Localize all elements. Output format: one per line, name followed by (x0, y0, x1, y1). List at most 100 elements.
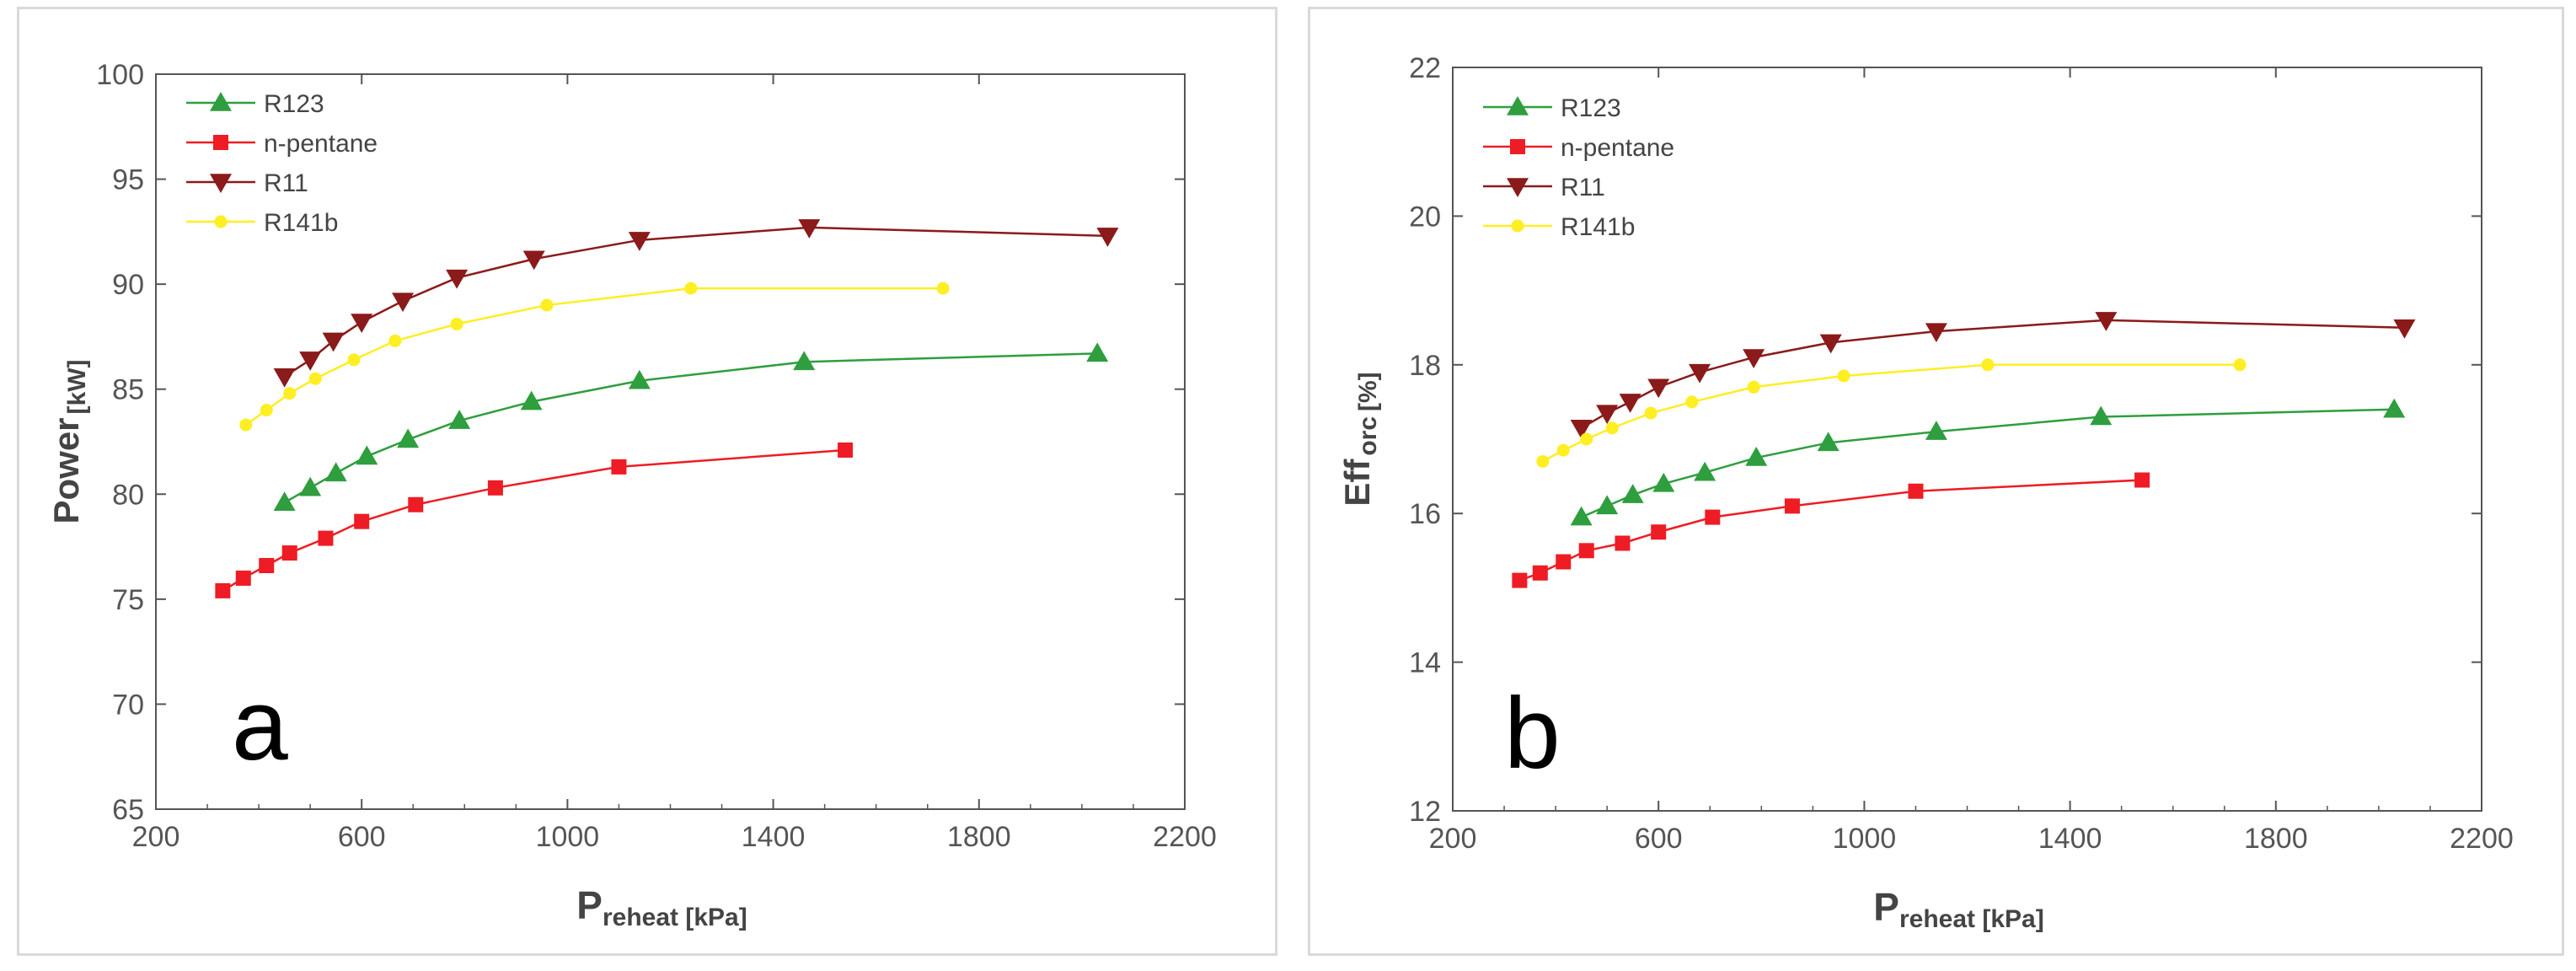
chart0-legend-marker (210, 174, 232, 193)
chart0-legend-label: n-pentane (264, 130, 378, 158)
chart0-series-line-R11 (283, 226, 1108, 378)
chart1-series-line-R123 (1581, 408, 2395, 518)
chart0-x-axis-title-main: P (576, 883, 602, 927)
chart0-data-point-R123 (299, 476, 322, 496)
chart0-x-tick-label: 1000 (536, 821, 600, 853)
chart1-data-point-R123 (1925, 421, 1947, 440)
chart0-y-axis-title-main: Power (46, 417, 86, 523)
chart0-data-point-R123 (273, 491, 296, 512)
chart0-data-point-R11 (628, 232, 651, 251)
chart0-legend-label: R141b (264, 209, 338, 237)
chart1-data-point-R141b (1536, 454, 1550, 468)
chart0-legend-marker (210, 92, 232, 111)
chart0-series-line-R141b (245, 287, 944, 426)
chart1-x-tick-label: 1400 (2038, 823, 2102, 855)
chart-b-svg: 200 600 1000 1400 1800 2200 12 14 16 18 20 22 R123 n-… (1337, 52, 2514, 933)
chart1-data-point-R123 (1596, 495, 1619, 515)
chart1-data-point-R141b (1685, 395, 1699, 409)
chart1-data-point-R11 (1647, 378, 1670, 399)
chart1-data-point-R141b (1747, 380, 1760, 394)
chart1-y-tick-label: 18 (1409, 350, 1441, 382)
chart0-x-tick-label: 200 (132, 821, 180, 853)
chart1-panel-letter: b (1504, 677, 1561, 790)
chart1-series-line-n-pentane (1518, 479, 2143, 582)
chart0-y-tick-label: 90 (112, 269, 144, 301)
chart1-data-point-R123 (1745, 447, 1768, 466)
chart0-series-line-n-pentane (222, 448, 846, 592)
chart-a-svg: 200 600 1000 1400 1800 2200 65 70 75 80 85 90 95 100 R… (46, 59, 1217, 931)
chart1-x-tick-label: 2200 (2450, 823, 2514, 855)
chart0-data-point-n-pentane (611, 459, 627, 475)
chart1-legend-label: R11 (1561, 174, 1605, 201)
chart0-x-tick-label: 1800 (947, 821, 1011, 853)
chart0-data-point-R11 (299, 351, 322, 371)
chart0-y-tick-label: 85 (112, 374, 144, 406)
chart1-data-point-R11 (1570, 420, 1593, 439)
chart1-y-tick-label: 20 (1409, 201, 1441, 233)
chart0-data-point-R11 (322, 332, 345, 352)
chart1-legend-label: n-pentane (1561, 134, 1674, 162)
chart1-data-point-n-pentane (1532, 565, 1548, 581)
chart0-data-point-R11 (392, 292, 415, 313)
chart0-data-point-R123 (356, 445, 378, 465)
chart1-data-point-R11 (2393, 319, 2416, 339)
chart0-data-point-R123 (397, 428, 420, 448)
chart1-y-axis-title-unit: [%] (1354, 372, 1382, 411)
chart1-legend-label: R141b (1561, 213, 1635, 241)
chart0-data-point-R141b (308, 372, 322, 385)
chart1-data-point-R123 (2383, 398, 2406, 418)
chart1-data-point-R141b (1605, 421, 1619, 435)
chart0-data-point-R123 (520, 390, 543, 410)
chart0-series-line-R123 (284, 352, 1098, 504)
chart1-y-axis-title-main: Eff (1337, 459, 1377, 507)
chart0-data-point-R141b (260, 404, 273, 417)
chart0-data-point-R11 (522, 250, 545, 271)
chart1-x-tick-label: 600 (1635, 823, 1683, 855)
chart1-data-point-R11 (1619, 394, 1641, 413)
chart1-series-line-R141b (1542, 363, 2241, 463)
chart0-y-tick-label: 80 (112, 479, 144, 511)
chart1-y-tick-label: 16 (1409, 498, 1441, 530)
chart1-data-point-R141b (1580, 432, 1593, 446)
chart1-legend-marker (1507, 178, 1529, 197)
chart0-x-axis-title-sub: reheat [kPa] (602, 904, 747, 931)
chart0-data-point-R11 (446, 269, 469, 289)
chart1-data-point-n-pentane (1705, 509, 1721, 525)
chart1-x-tick-label: 1800 (2244, 823, 2308, 855)
chart1-y-tick-label: 12 (1409, 796, 1441, 828)
chart1-y-axis-title-sub: orc (1354, 416, 1382, 456)
chart0-data-point-R141b (450, 317, 463, 330)
chart1-data-point-R11 (1689, 363, 1711, 384)
chart1-data-point-R123 (1570, 506, 1593, 526)
chart0-legend-marker (213, 135, 228, 150)
chart0-y-tick-label: 65 (112, 794, 144, 826)
chart1-y-tick-label: 14 (1409, 647, 1441, 679)
chart0-data-point-R11 (273, 368, 296, 388)
chart0-data-point-R123 (628, 369, 651, 389)
chart0-x-axis-title: Preheat [kPa] (576, 883, 747, 931)
chart0-panel-letter: a (232, 668, 288, 781)
chart1-legend-marker (1507, 96, 1529, 115)
chart0-data-point-R123 (793, 351, 816, 371)
chart0-data-point-n-pentane (235, 570, 251, 586)
chart1-legend-label: R123 (1561, 94, 1621, 122)
chart0-data-point-n-pentane (408, 496, 424, 512)
chart1-data-point-R141b (2233, 358, 2247, 372)
chart0-data-point-R11 (1096, 228, 1119, 247)
chart1-data-point-n-pentane (1908, 483, 1924, 499)
chart0-data-point-R141b (239, 418, 253, 432)
chart0-data-point-R123 (324, 462, 347, 482)
chart0-data-point-R11 (351, 314, 373, 333)
chart1-data-point-R123 (2090, 405, 2113, 426)
chart1-data-point-R141b (1837, 369, 1850, 383)
chart1-x-tick-label: 200 (1429, 823, 1477, 855)
chart1-x-axis-title-main: P (1873, 885, 1899, 929)
chart1-legend-marker (1511, 219, 1524, 233)
chart0-data-point-n-pentane (354, 513, 370, 529)
chart0-data-point-n-pentane (259, 557, 275, 573)
chart1-x-axis-title: Preheat [kPa] (1873, 885, 2043, 933)
chart1-series-line-R11 (1580, 319, 2405, 429)
chart1-data-point-R11 (1596, 405, 1619, 425)
chart1-data-point-R141b (1644, 406, 1658, 420)
chart0-data-point-R141b (283, 387, 297, 400)
